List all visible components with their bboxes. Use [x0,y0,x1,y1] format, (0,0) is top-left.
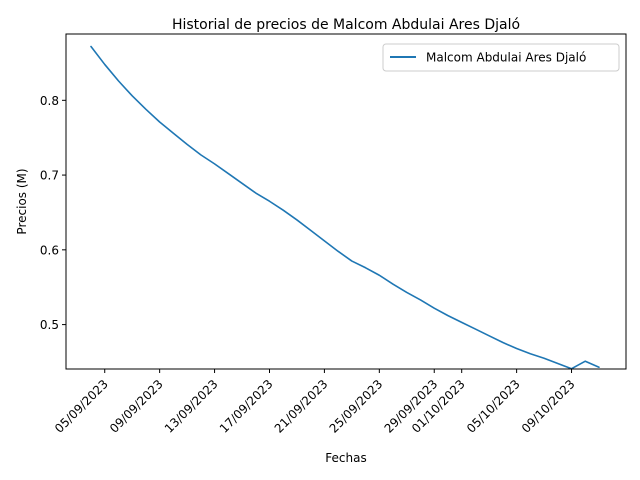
x-axis-label: Fechas [325,451,366,465]
x-tick-label: 05/09/2023 [52,377,111,436]
x-tick-label: 13/09/2023 [162,377,221,436]
series-line [90,45,600,370]
y-tick-label: 0.7 [40,169,59,183]
series-layer [90,45,600,370]
x-tick-label: 09/10/2023 [519,377,578,436]
legend-entry: Malcom Abdulai Ares Djaló [426,51,586,65]
legend-box [382,43,620,72]
chart-title: Historial de precios de Malcom Abdulai A… [172,17,520,33]
y-tick-label: 0.8 [40,94,59,108]
legend: Malcom Abdulai Ares Djaló [382,43,620,72]
x-tick-label: 17/09/2023 [217,377,276,436]
x-tick-label: 09/09/2023 [107,377,166,436]
x-tick-label: 05/10/2023 [464,377,523,436]
x-axis: 05/09/202309/09/202313/09/202317/09/2023… [52,369,578,436]
y-tick-label: 0.6 [40,243,59,257]
x-tick-label: 21/09/2023 [272,377,331,436]
y-tick-label: 0.5 [40,318,59,332]
y-axis-label: Precios (M) [15,168,29,234]
plot-area [66,34,626,369]
x-tick-label: 25/09/2023 [327,377,386,436]
plot-frame [65,33,627,370]
y-axis: 0.5 0.6 0.7 0.8 [40,94,66,332]
